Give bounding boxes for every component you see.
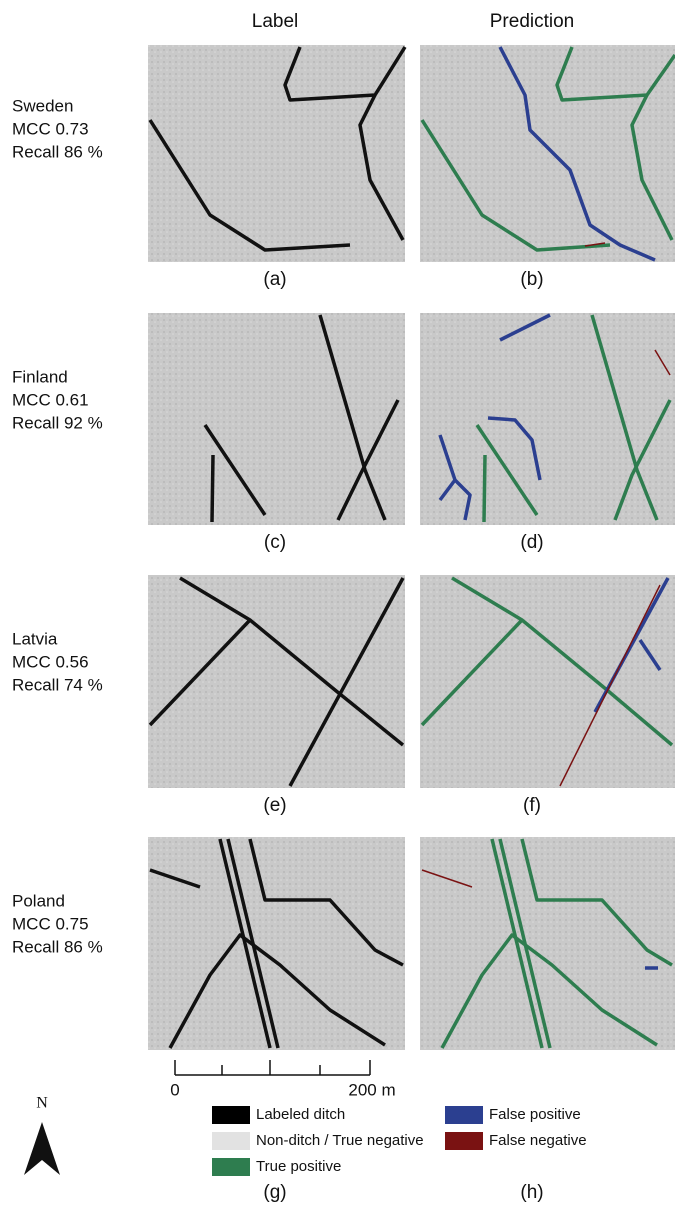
row: Latvia MCC 0.56 Recall 74 % (e) (f) xyxy=(12,575,675,816)
caption: (d) xyxy=(520,532,543,553)
legend: Labeled ditch Non-ditch / True negative … xyxy=(212,1106,587,1176)
panel-prediction xyxy=(420,313,675,525)
mcc: MCC 0.73 xyxy=(12,119,89,138)
legend-swatch xyxy=(212,1158,250,1176)
caption: (h) xyxy=(520,1182,543,1203)
figure: Label Prediction Sweden MCC 0.73 Recall … xyxy=(0,0,675,1207)
legend-label: Labeled ditch xyxy=(256,1106,345,1123)
legend-swatch xyxy=(212,1132,250,1150)
country: Sweden xyxy=(12,96,73,115)
ditch xyxy=(484,455,485,522)
country: Latvia xyxy=(12,629,58,648)
north-arrow: N xyxy=(24,1095,60,1175)
caption: (g) xyxy=(263,1182,286,1203)
caption: (a) xyxy=(263,269,286,290)
caption: (e) xyxy=(263,795,286,816)
column-header: Label xyxy=(252,11,299,32)
legend-swatch xyxy=(445,1132,483,1150)
recall: Recall 86 % xyxy=(12,937,103,956)
mcc: MCC 0.75 xyxy=(12,914,89,933)
row: Sweden MCC 0.73 Recall 86 % (a) (b) xyxy=(12,45,675,290)
recall: Recall 74 % xyxy=(12,675,103,694)
legend-swatch xyxy=(445,1106,483,1124)
ditch xyxy=(212,455,213,522)
legend-label: Non-ditch / True negative xyxy=(256,1132,424,1149)
mcc: MCC 0.56 xyxy=(12,652,89,671)
panel-label xyxy=(148,575,405,788)
mcc: MCC 0.61 xyxy=(12,390,89,409)
row: Poland MCC 0.75 Recall 86 % xyxy=(12,837,675,1050)
country: Poland xyxy=(12,891,65,910)
panel-label xyxy=(148,313,405,525)
caption: (c) xyxy=(264,532,286,553)
panel-prediction xyxy=(420,575,675,788)
caption: (f) xyxy=(523,795,541,816)
legend-label: False positive xyxy=(489,1106,581,1123)
recall: Recall 86 % xyxy=(12,142,103,161)
recall: Recall 92 % xyxy=(12,413,103,432)
scale-bar: 0 200 m xyxy=(170,1060,395,1099)
north-label: N xyxy=(36,1095,48,1112)
legend-label: True positive xyxy=(256,1158,341,1175)
column-header: Prediction xyxy=(490,11,575,32)
caption: (b) xyxy=(520,269,543,290)
scale-label: 200 m xyxy=(348,1080,395,1099)
legend-label: False negative xyxy=(489,1132,587,1149)
legend-swatch xyxy=(212,1106,250,1124)
row: Finland MCC 0.61 Recall 92 % (c) (d) xyxy=(12,313,675,553)
country: Finland xyxy=(12,367,68,386)
scale-label: 0 xyxy=(170,1080,179,1099)
